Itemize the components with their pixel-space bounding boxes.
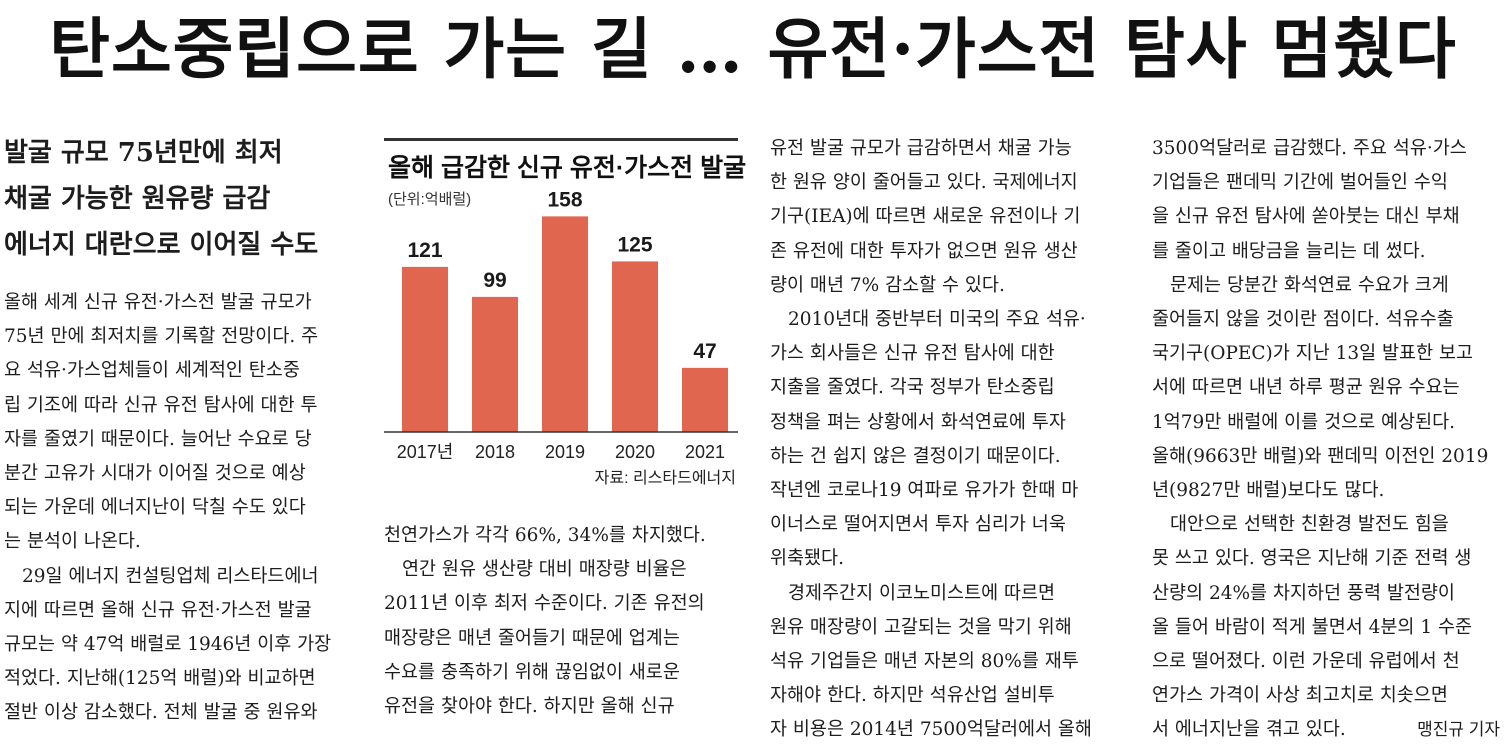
- body-line: 을 신규 유전 탐사에 쏟아붓는 대신 부채: [1152, 206, 1460, 228]
- chart-plot: 121 2017년 99 2018 158 2019 125 2020 47 2021: [384, 188, 738, 462]
- value-label: 125: [617, 233, 652, 256]
- value-label: 47: [693, 340, 716, 363]
- body-line: 2010년대 중반부터 미국의 주요 석유·: [788, 309, 1086, 331]
- body-line: 유전 발굴 규모가 급감하면서 채굴 가능: [770, 138, 1072, 159]
- value-label: 121: [407, 239, 442, 262]
- body-line: 서 에너지난을 겪고 있다. 맹진규 기자: [1152, 713, 1504, 747]
- chart-top-rule: [384, 138, 738, 141]
- body-line: 3500억달러로 급감했다. 주요 석유·가스: [1152, 138, 1467, 159]
- body-line: 립 기조에 따라 신규 유전 탐사에 대한 투: [4, 394, 318, 416]
- bar-2018: [472, 296, 518, 432]
- chart-unit: (단위:억배럴): [388, 191, 472, 208]
- column-4: 3500억달러로 급감했다. 주요 석유·가스 기업들은 팬데믹 기간에 벌어들…: [1152, 132, 1504, 748]
- subhead-1: 발굴 규모 75년만에 최저: [4, 138, 283, 168]
- body-line: 요 석유·가스업체들이 세계적인 탄소중: [4, 360, 300, 382]
- body-line: 올해(9663만 배럴)와 팬데믹 이전인 2019: [1152, 445, 1489, 467]
- body-line: 는 분석이 나온다.: [4, 531, 141, 553]
- body-line: 줄어들지 않을 것이란 점이다. 석유수출: [1152, 309, 1454, 331]
- byline: 맹진규 기자: [1417, 720, 1500, 740]
- body-line: 자해야 한다. 하지만 석유산업 설비투: [770, 685, 1055, 707]
- body-line: 하는 건 쉽지 않은 결정이기 때문이다.: [770, 445, 1061, 467]
- body-line: 서에 따르면 내년 하루 평균 원유 수요는: [1152, 377, 1460, 399]
- headline: 탄소중립으로 가는 길 … 유전·가스전 탐사 멈췄다: [49, 10, 1457, 88]
- body-line: 연가스 가격이 사상 최고치로 치솟으면: [1152, 685, 1448, 707]
- body-line: 되는 가운데 에너지난이 닥칠 수도 있다: [4, 497, 306, 519]
- body-line: 매장량은 매년 줄어들기 때문에 업계는: [384, 627, 680, 649]
- body-line: 위축됐다.: [770, 548, 844, 570]
- column-1: 발굴 규모 75년만에 최저 채굴 가능한 원유량 급감 에너지 대란으로 이어…: [4, 130, 356, 731]
- body-line: 75년 만에 최저치를 기록할 전망이다. 주: [4, 326, 319, 348]
- body-line: 자 비용은 2014년 7500억달러에서 올해: [770, 719, 1092, 741]
- bar-2020: [612, 261, 658, 432]
- column-2: 천연가스가 각각 66%, 34%를 차지했다. 연간 원유 생산량 대비 매장…: [384, 519, 736, 724]
- body-line: 년(9827만 배럴)보다도 많다.: [1152, 480, 1385, 502]
- bar-2019: [542, 216, 588, 432]
- body-line: 못 쓰고 있다. 영국은 지난해 기준 전력 생: [1152, 548, 1472, 570]
- category-label: 2018: [475, 442, 515, 462]
- body-line: 적었다. 지난해(125억 배럴)와 비교하면: [4, 668, 316, 690]
- body-line-text: 서 에너지난을 겪고 있다.: [1152, 719, 1346, 741]
- body-line: 천연가스가 각각 66%, 34%를 차지했다.: [384, 525, 706, 546]
- body-line: 대안으로 선택한 친환경 발전도 힘을: [1170, 514, 1449, 536]
- body-line: 산량의 24%를 차지하던 풍력 발전량이: [1152, 582, 1455, 604]
- body-line: 수요를 충족하기 위해 끊임없이 새로운: [384, 661, 680, 683]
- body-line: 문제는 당분간 화석연료 수요가 크게: [1170, 274, 1449, 296]
- body-line: 한 원유 양이 줄어들고 있다. 국제에너지: [770, 172, 1078, 194]
- body-line: 절반 이상 감소했다. 전체 발굴 중 원유와: [4, 702, 318, 724]
- bar-chart: 올해 급감한 신규 유전·가스전 발굴 (단위:억배럴) 121 2017년 99 2…: [384, 138, 746, 498]
- body-line: 지에 따르면 올해 신규 유전·가스전 발굴: [4, 599, 312, 621]
- value-label: 99: [483, 269, 506, 292]
- body-line: 가스 회사들은 신규 유전 탐사에 대한: [770, 343, 1055, 365]
- bar-2021: [682, 367, 728, 432]
- chart-source: 자료: 리스타드에너지: [594, 470, 736, 487]
- body-line: 이너스로 떨어지면서 투자 심리가 너욱: [770, 514, 1066, 536]
- body-line: 분간 고유가 시대가 이어질 것으로 예상: [4, 463, 306, 485]
- body-line: 으로 떨어졌다. 이런 가운데 유럽에서 천: [1152, 651, 1460, 673]
- body-line: 작년엔 코로나19 여파로 유가가 한때 마: [770, 480, 1079, 502]
- subhead-3: 에너지 대란으로 이어질 수도: [4, 230, 319, 260]
- body-line: 원유 매장량이 고갈되는 것을 막기 위해: [770, 616, 1072, 638]
- category-label: 2019: [545, 442, 585, 462]
- column-3: 유전 발굴 규모가 급감하면서 채굴 가능 한 원유 양이 줄어들고 있다. 국…: [770, 132, 1122, 748]
- body-line: 올 들어 바람이 적게 불면서 4분의 1 수준: [1152, 616, 1473, 638]
- body-line: 규모는 약 47억 배럴로 1946년 이후 가장: [4, 634, 332, 656]
- body-line: 연간 원유 생산량 대비 매장량 비율은: [402, 559, 687, 581]
- subhead-2: 채굴 가능한 원유량 급감: [4, 184, 271, 214]
- body-line: 존 유전에 대한 투자가 없으면 원유 생산: [770, 240, 1078, 262]
- body-line: 기업들은 팬데믹 기간에 벌어들인 수익: [1152, 172, 1448, 194]
- bar-2017년: [402, 266, 448, 432]
- body-line: 정책을 펴는 상황에서 화석연료에 투자: [770, 411, 1066, 433]
- body-line: 석유 기업들은 매년 자본의 80%를 재투: [770, 651, 1079, 673]
- value-label: 158: [547, 188, 582, 211]
- body-line: 량이 매년 7% 감소할 수 있다.: [770, 274, 1005, 296]
- body-line: 올해 세계 신규 유전·가스전 발굴 규모가: [4, 292, 312, 313]
- body-line: 유전을 찾아야 한다. 하지만 올해 신규: [384, 696, 675, 718]
- category-label: 2021: [685, 442, 725, 462]
- body-line: 지출을 줄였다. 각국 정부가 탄소중립: [770, 377, 1055, 399]
- body-line: 2011년 이후 최저 수준이다. 기존 유전의: [384, 593, 705, 615]
- chart-title: 올해 급감한 신규 유전·가스전 발굴: [388, 154, 747, 182]
- body-line: 1억79만 배럴에 이를 것으로 예상된다.: [1152, 411, 1455, 433]
- category-label: 2017년: [397, 442, 454, 462]
- body-line: 29일 에너지 컨설팅업체 리스타드에너: [22, 565, 319, 587]
- body-line: 경제주간지 이코노미스트에 따르면: [788, 582, 1056, 604]
- body-line: 자를 줄였기 때문이다. 늘어난 수요로 당: [4, 428, 312, 450]
- body-line: 국기구(OPEC)가 지난 13일 발표한 보고: [1152, 343, 1474, 365]
- body-line: 기구(IEA)에 따르면 새로운 유전이나 기: [770, 206, 1081, 228]
- body-line: 를 줄이고 배당금을 늘리는 데 썼다.: [1152, 240, 1426, 262]
- category-label: 2020: [615, 442, 655, 462]
